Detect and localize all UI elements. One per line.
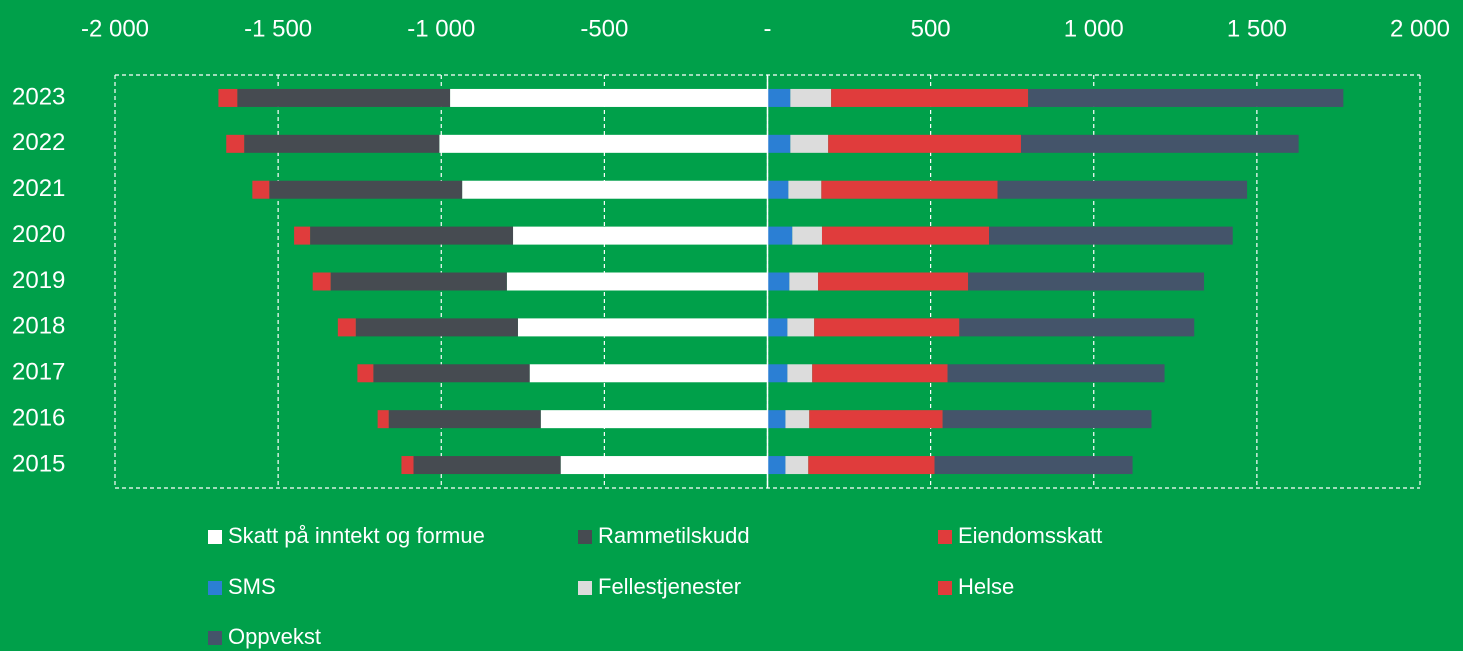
bar-segment: [767, 180, 789, 199]
x-tick-label: -1 000: [407, 15, 475, 42]
legend-swatch: [938, 581, 952, 595]
bar-segment: [540, 410, 768, 429]
bar-segment: [388, 410, 541, 429]
bar-segment: [506, 272, 768, 291]
bar-segment: [997, 180, 1248, 199]
x-tick-label: 2 000: [1390, 15, 1450, 42]
bar-segment: [767, 88, 791, 107]
bar-segment: [269, 180, 463, 199]
bar-segment: [942, 410, 1152, 429]
bar-segment: [226, 134, 245, 153]
legend-swatch: [578, 530, 592, 544]
bar-segment: [294, 226, 311, 245]
y-tick-label: 2023: [12, 83, 65, 110]
bar-segment: [310, 226, 514, 245]
x-tick-label: 500: [911, 15, 951, 42]
x-tick-label: 1 500: [1227, 15, 1287, 42]
y-tick-label: 2015: [12, 450, 65, 477]
y-tick-label: 2021: [12, 175, 65, 202]
bar-segment: [934, 456, 1133, 475]
bar-segment: [439, 134, 768, 153]
legend-label: Rammetilskudd: [598, 523, 750, 548]
y-tick-label: 2019: [12, 267, 65, 294]
bar-segment: [337, 318, 356, 337]
bar-segment: [818, 272, 969, 291]
bar-segment: [462, 180, 768, 199]
bar-segment: [788, 180, 822, 199]
bar-segment: [560, 456, 768, 475]
bar-segment: [785, 410, 810, 429]
x-tick-label: -500: [580, 15, 628, 42]
bar-segment: [809, 410, 943, 429]
bar-segment: [355, 318, 518, 337]
legend-label: SMS: [228, 574, 276, 599]
bar-segment: [330, 272, 507, 291]
bar-segment: [312, 272, 331, 291]
bar-segment: [767, 272, 790, 291]
y-tick-label: 2016: [12, 405, 65, 432]
bar-segment: [529, 364, 768, 383]
bar-segment: [959, 318, 1195, 337]
bar-segment: [373, 364, 530, 383]
x-tick-label: -1 500: [244, 15, 312, 42]
bar-segment: [787, 318, 815, 337]
bar-segment: [767, 226, 793, 245]
bar-segment: [792, 226, 822, 245]
bar-segment: [787, 364, 813, 383]
legend-swatch: [208, 631, 222, 645]
bar-segment: [218, 88, 238, 107]
legend-label: Skatt på inntekt og formue: [228, 523, 485, 548]
bar-segment: [450, 88, 768, 107]
legend-label: Fellestjenester: [598, 574, 741, 599]
bar-segment: [808, 456, 935, 475]
bar-segment: [789, 272, 819, 291]
x-tick-label: -: [764, 15, 772, 42]
bar-segment: [767, 364, 788, 383]
bar-segment: [947, 364, 1165, 383]
bar-segment: [767, 318, 788, 337]
bar-segment: [814, 318, 960, 337]
bar-segment: [1028, 88, 1344, 107]
bar-segment: [244, 134, 440, 153]
bar-segment: [968, 272, 1205, 291]
bar-segment: [401, 456, 414, 475]
bar-segment: [785, 456, 809, 475]
legend-label: Eiendomsskatt: [958, 523, 1102, 548]
bar-segment: [790, 88, 832, 107]
bar-segment: [357, 364, 374, 383]
legend-swatch: [938, 530, 952, 544]
bar-segment: [237, 88, 451, 107]
bar-segment: [767, 134, 791, 153]
bar-segment: [767, 410, 786, 429]
bar-segment: [831, 88, 1029, 107]
bar-segment: [517, 318, 768, 337]
bar-segment: [790, 134, 829, 153]
legend-swatch: [208, 581, 222, 595]
bar-segment: [377, 410, 389, 429]
bar-segment: [821, 180, 998, 199]
bar-segment: [821, 226, 990, 245]
bar-segment: [989, 226, 1233, 245]
legend-swatch: [578, 581, 592, 595]
bar-segment: [252, 180, 270, 199]
legend-label: Helse: [958, 574, 1014, 599]
bar-segment: [413, 456, 561, 475]
bar-segment: [767, 456, 786, 475]
y-tick-label: 2017: [12, 359, 65, 386]
y-tick-label: 2022: [12, 129, 65, 156]
y-tick-label: 2018: [12, 313, 65, 340]
bar-segment: [812, 364, 948, 383]
legend-label: Oppvekst: [228, 624, 321, 649]
x-tick-label: 1 000: [1064, 15, 1124, 42]
bar-segment: [828, 134, 1021, 153]
bar-segment: [1020, 134, 1299, 153]
y-tick-label: 2020: [12, 221, 65, 248]
x-tick-label: -2 000: [81, 15, 149, 42]
legend-swatch: [208, 530, 222, 544]
bar-segment: [513, 226, 768, 245]
